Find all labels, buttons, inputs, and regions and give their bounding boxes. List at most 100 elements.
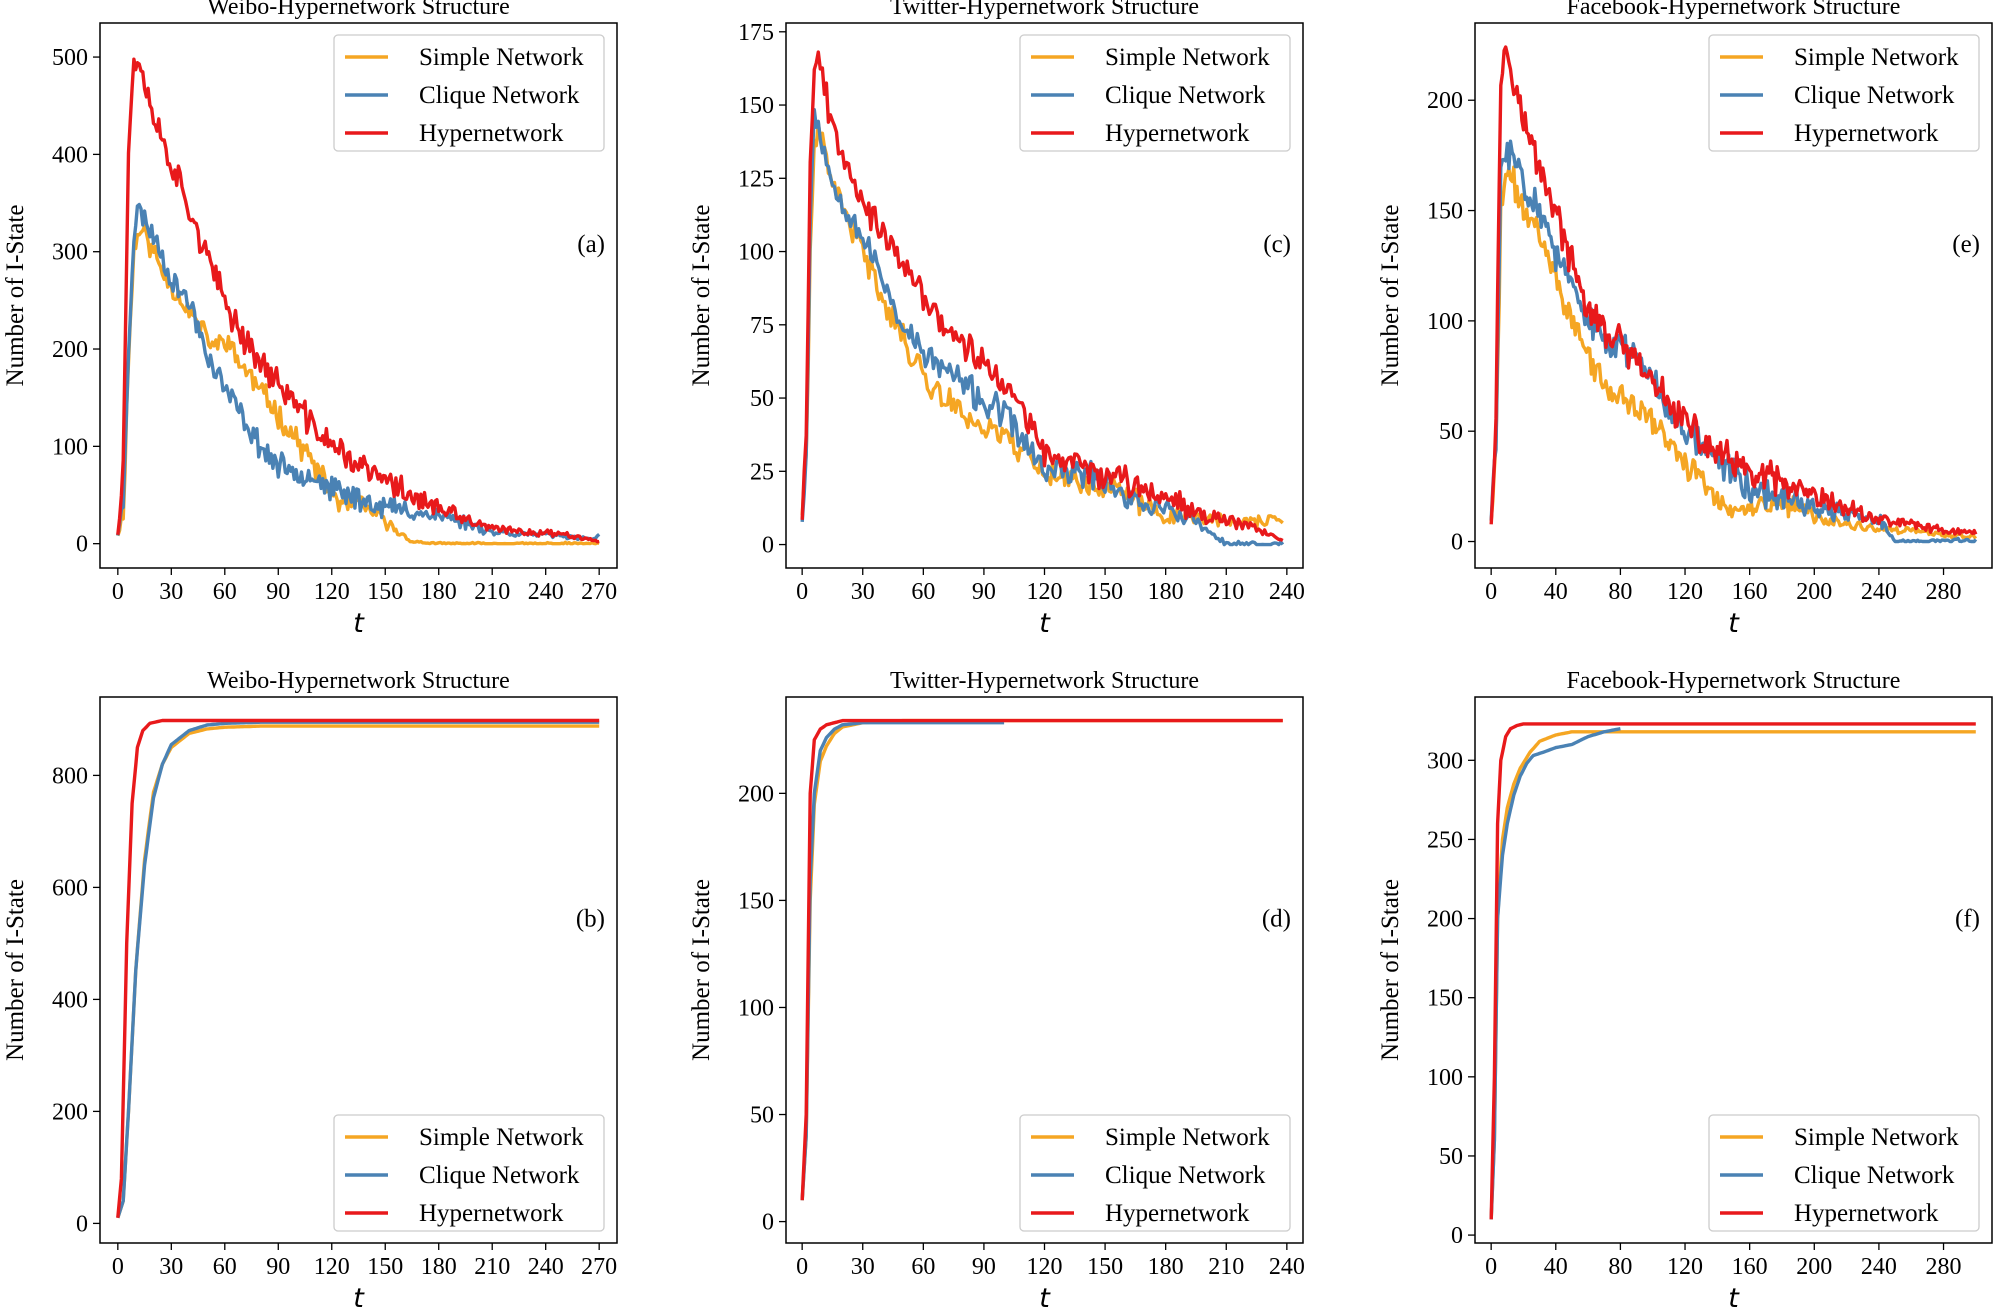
x-tick-label: 270 <box>581 579 617 605</box>
plot-frame <box>785 22 1304 569</box>
legend-label: Hypernetwork <box>1105 1200 1250 1227</box>
x-tick-label: 120 <box>314 579 350 605</box>
y-tick-label: 200 <box>52 337 88 363</box>
legend-label: Clique Network <box>1105 82 1266 109</box>
chart-title: Weibo-Hypernetwork Structure <box>207 0 510 20</box>
x-tick-label: 120 <box>1027 579 1063 605</box>
y-tick-label: 100 <box>52 434 88 460</box>
legend-label: Hypernetwork <box>1794 120 1939 147</box>
x-tick-label: 60 <box>911 579 935 605</box>
x-tick-label: 280 <box>1926 579 1962 605</box>
x-tick-label: 240 <box>1861 1254 1897 1280</box>
x-tick-label: 0 <box>112 579 124 605</box>
x-tick-label: 0 <box>796 1254 808 1280</box>
series-line-clique <box>800 108 1285 547</box>
legend-label: Simple Network <box>1794 44 1959 71</box>
y-tick-label: 150 <box>1427 986 1463 1012</box>
x-axis-label: t <box>353 608 365 639</box>
y-tick-label: 0 <box>76 1211 88 1237</box>
chart-b: Weibo-Hypernetwork Structure 0 30 60 90 120 15… <box>2 668 618 1314</box>
x-tick-label: 280 <box>1926 1254 1962 1280</box>
legend: Simple Network Clique Network Hypernetwork <box>333 1114 605 1232</box>
x-tick-label: 180 <box>1148 579 1184 605</box>
y-tick-label: 600 <box>52 875 88 901</box>
y-tick-label: 50 <box>750 386 774 412</box>
legend: Simple Network Clique Network Hypernetwork <box>1019 1114 1291 1232</box>
x-tick-label: 150 <box>367 579 403 605</box>
x-tick-label: 80 <box>1608 579 1632 605</box>
chart-title: Twitter-Hypernetwork Structure <box>890 668 1199 694</box>
series-line-clique <box>116 202 601 542</box>
y-tick-label: 125 <box>738 166 774 192</box>
x-tick-label: 150 <box>1087 579 1123 605</box>
series-line-hyper <box>1489 722 1976 1220</box>
plot-frame <box>785 696 1304 1244</box>
plot-frame <box>99 22 618 569</box>
x-tick-label: 40 <box>1544 579 1568 605</box>
legend-label: Clique Network <box>1794 1162 1955 1189</box>
series-group <box>800 718 1283 1201</box>
legend-label: Simple Network <box>1105 44 1270 71</box>
panel-annotation: (f) <box>1955 905 1980 932</box>
y-tick-label: 0 <box>1451 1223 1463 1249</box>
legend-label: Clique Network <box>1105 1162 1266 1189</box>
x-tick-label: 200 <box>1796 579 1832 605</box>
x-axis-label: t <box>353 1283 365 1314</box>
series-line-hyper <box>800 50 1284 543</box>
x-tick-label: 30 <box>851 579 875 605</box>
y-tick-label: 175 <box>738 20 774 46</box>
panel-annotation: (d) <box>1262 905 1291 932</box>
x-tick-label: 240 <box>1269 579 1305 605</box>
legend: Simple Network Clique Network Hypernetwork <box>1019 34 1291 152</box>
y-tick-label: 0 <box>1451 530 1463 556</box>
legend-label: Simple Network <box>419 44 584 71</box>
x-axis-label: t <box>1039 1283 1051 1314</box>
y-tick-label: 75 <box>750 313 774 339</box>
y-tick-label: 150 <box>738 93 774 119</box>
x-tick-label: 80 <box>1608 1254 1632 1280</box>
legend: Simple Network Clique Network Hypernetwork <box>1708 1114 1980 1232</box>
x-tick-label: 120 <box>1667 1254 1703 1280</box>
y-tick-label: 400 <box>52 142 88 168</box>
x-tick-label: 180 <box>421 1254 457 1280</box>
x-tick-label: 240 <box>528 1254 564 1280</box>
legend-box <box>1708 1114 1980 1232</box>
series-line-clique <box>1489 727 1621 1220</box>
series-group <box>116 57 601 546</box>
plot-frame <box>1474 22 1993 569</box>
y-tick-label: 50 <box>750 1103 774 1129</box>
series-group <box>116 718 600 1219</box>
x-tick-label: 210 <box>474 579 510 605</box>
x-tick-label: 90 <box>266 1254 290 1280</box>
series-line-simple <box>116 724 600 1219</box>
series-group <box>1489 45 1978 544</box>
x-tick-label: 240 <box>1269 1254 1305 1280</box>
x-tick-label: 90 <box>972 1254 996 1280</box>
panel-annotation: (e) <box>1952 231 1980 258</box>
legend-label: Clique Network <box>419 1162 580 1189</box>
series-line-clique <box>1489 139 1978 544</box>
x-tick-label: 30 <box>159 579 183 605</box>
x-tick-label: 30 <box>851 1254 875 1280</box>
legend-label: Simple Network <box>419 1124 584 1151</box>
series-line-simple <box>1489 165 1978 540</box>
legend-label: Simple Network <box>1105 1124 1270 1151</box>
y-tick-label: 300 <box>52 240 88 266</box>
legend-label: Clique Network <box>419 82 580 109</box>
series-line-hyper <box>1489 45 1978 536</box>
y-tick-label: 200 <box>1427 907 1463 933</box>
x-tick-label: 120 <box>1027 1254 1063 1280</box>
y-tick-label: 0 <box>762 533 774 559</box>
chart-d: Twitter-Hypernetwork Structure 0 30 60 90 120… <box>688 668 1305 1314</box>
x-tick-label: 200 <box>1796 1254 1832 1280</box>
x-axis-label: t <box>1728 1283 1740 1314</box>
legend-box <box>1708 34 1980 152</box>
x-tick-label: 120 <box>314 1254 350 1280</box>
y-tick-label: 400 <box>52 987 88 1013</box>
x-tick-label: 40 <box>1544 1254 1568 1280</box>
chart-e: Facebook-Hypernetwork Structure 0 40 80 120 1… <box>1377 0 1993 639</box>
legend-box <box>1019 1114 1291 1232</box>
legend-label: Hypernetwork <box>1794 1200 1939 1227</box>
